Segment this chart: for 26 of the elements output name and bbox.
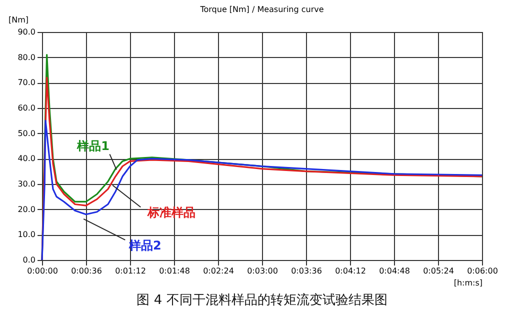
x-tick-label: 0:02:24	[203, 266, 234, 276]
y-tick-label: 50.0	[18, 128, 36, 138]
x-tick-label: 0:04:12	[335, 266, 366, 276]
x-tick-label: 0:01:12	[115, 266, 146, 276]
x-tick-label: 0:01:48	[159, 266, 190, 276]
y-tick-label: 90.0	[18, 28, 36, 36]
x-tick-label: 0:05:24	[423, 266, 454, 276]
x-tick-label: 0:03:00	[247, 266, 278, 276]
y-axis-title: [Nm]	[8, 16, 29, 24]
line-series	[41, 120, 483, 261]
caption: 图 4 不同干混料样品的转矩流变试验结果图	[136, 292, 388, 308]
y-tick-label: 30.0	[18, 180, 36, 188]
chart-title: Torque [Nm] / Measuring curve	[199, 5, 324, 14]
y-tick-label: 60.0	[18, 104, 36, 112]
y-tick-label: 10.0	[18, 230, 36, 240]
x-tick-label: 0:00:36	[71, 266, 102, 276]
y-tick-label: 70.0	[18, 78, 36, 88]
y-tick-label: 20.0	[18, 204, 36, 214]
x-tick-label: 0:06:00	[467, 266, 498, 276]
y-tick-label: 0.0	[22, 256, 36, 264]
x-axis-title: [h:m:s]	[454, 278, 482, 288]
x-tick-label: 0:03:36	[291, 266, 322, 276]
y-tick-label: 80.0	[18, 52, 36, 62]
x-tick-label: 0:00:00	[27, 266, 58, 276]
y-tick-label: 40.0	[18, 154, 36, 164]
x-tick-label: 0:04:48	[379, 266, 410, 276]
